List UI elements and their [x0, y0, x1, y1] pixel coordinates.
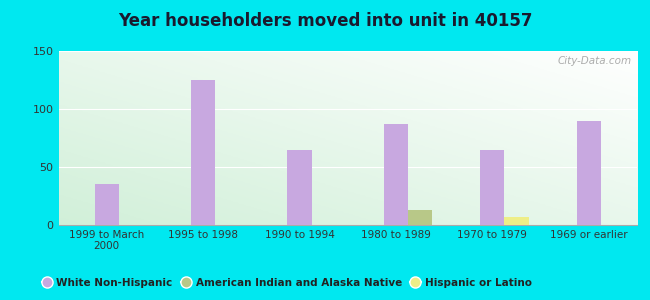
Legend: White Non-Hispanic, American Indian and Alaska Native, Hispanic or Latino: White Non-Hispanic, American Indian and …	[38, 273, 536, 292]
Bar	[408, 210, 432, 225]
Bar	[191, 80, 215, 225]
Bar	[577, 121, 601, 225]
Bar	[504, 217, 528, 225]
Bar	[384, 124, 408, 225]
Bar	[287, 150, 311, 225]
Text: City-Data.com: City-Data.com	[557, 56, 631, 66]
Bar	[480, 150, 504, 225]
Text: Year householders moved into unit in 40157: Year householders moved into unit in 401…	[118, 12, 532, 30]
Bar	[95, 184, 119, 225]
